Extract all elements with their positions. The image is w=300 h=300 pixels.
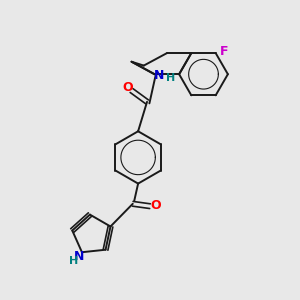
Text: N: N bbox=[74, 250, 85, 263]
Text: F: F bbox=[220, 45, 229, 58]
Text: H: H bbox=[166, 73, 175, 83]
Text: H: H bbox=[69, 256, 78, 266]
Text: N: N bbox=[154, 69, 164, 82]
Text: O: O bbox=[123, 81, 133, 94]
Text: O: O bbox=[150, 199, 161, 212]
